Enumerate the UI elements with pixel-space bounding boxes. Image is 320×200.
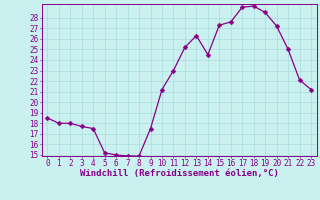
X-axis label: Windchill (Refroidissement éolien,°C): Windchill (Refroidissement éolien,°C) <box>80 169 279 178</box>
